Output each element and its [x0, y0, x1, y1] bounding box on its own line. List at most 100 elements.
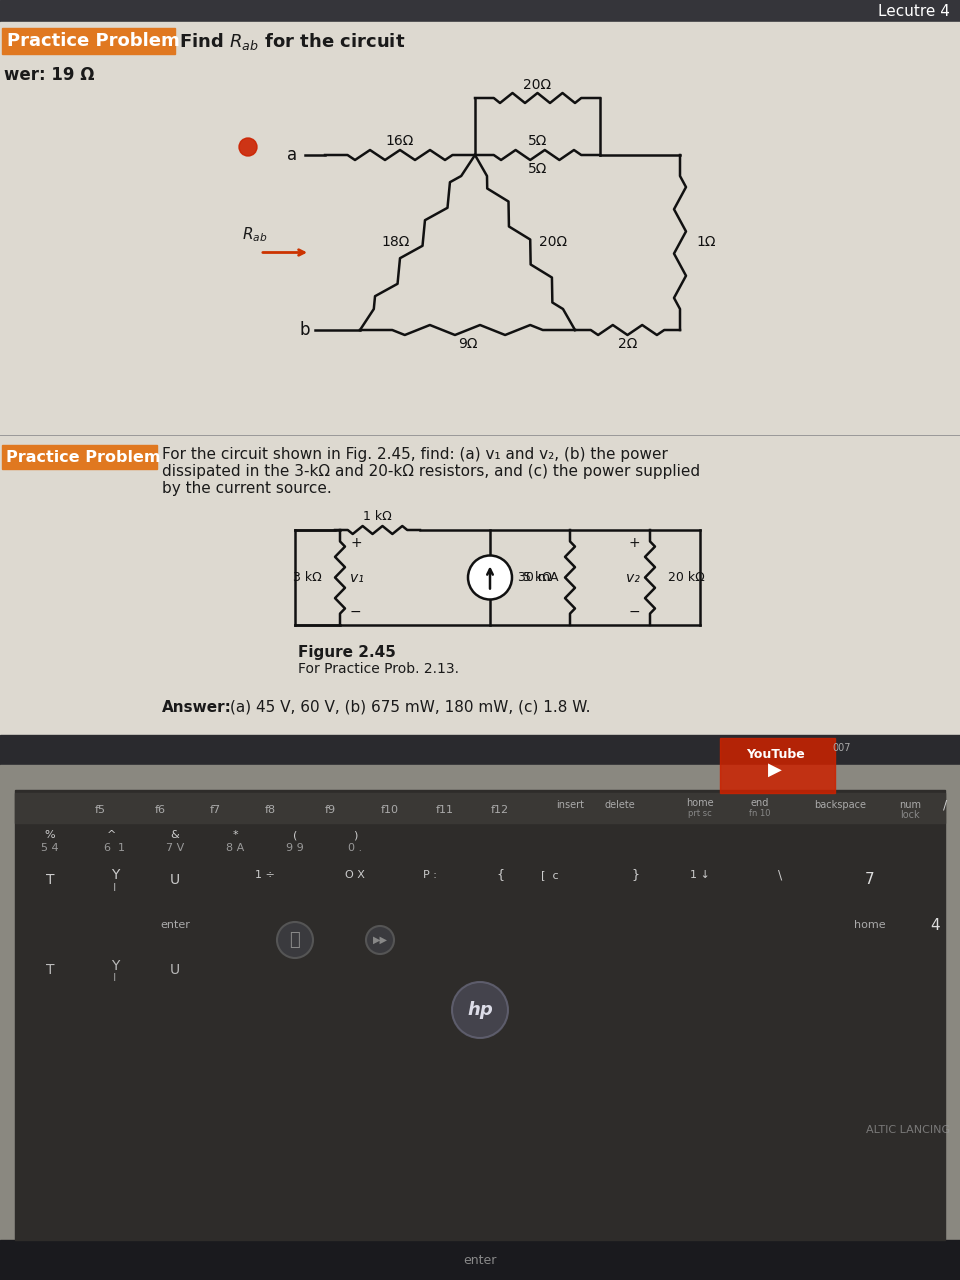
Text: fn 10: fn 10	[749, 809, 771, 818]
Text: 5Ω: 5Ω	[528, 134, 547, 148]
Circle shape	[277, 922, 313, 957]
Text: +: +	[350, 536, 362, 550]
Text: f8: f8	[264, 805, 276, 815]
Text: Lecutre 4: Lecutre 4	[878, 5, 950, 19]
Text: T: T	[46, 873, 55, 887]
Text: ): )	[353, 829, 357, 840]
Text: 7: 7	[865, 873, 875, 887]
Text: Practice Problem: Practice Problem	[6, 449, 160, 465]
Text: end: end	[751, 797, 769, 808]
Text: num: num	[899, 800, 921, 810]
Text: 5 4: 5 4	[41, 844, 59, 852]
Text: home: home	[854, 920, 886, 931]
Bar	[0, 735, 960, 765]
Bar	[0, 0, 960, 22]
Text: 1Ω: 1Ω	[696, 236, 715, 250]
Text: YouTube: YouTube	[746, 749, 804, 762]
Text: ▶▶: ▶▶	[372, 934, 388, 945]
Text: (a) 45 V, 60 V, (b) 675 mW, 180 mW, (c) 1.8 W.: (a) 45 V, 60 V, (b) 675 mW, 180 mW, (c) …	[230, 700, 590, 716]
Text: enter: enter	[464, 1253, 496, 1266]
Text: f5: f5	[94, 805, 106, 815]
Text: dissipated in the 3-kΩ and 20-kΩ resistors, and (c) the power supplied: dissipated in the 3-kΩ and 20-kΩ resisto…	[162, 463, 700, 479]
Text: wer: 19 Ω: wer: 19 Ω	[4, 67, 94, 84]
Text: b: b	[300, 321, 310, 339]
Text: %: %	[45, 829, 56, 840]
Text: insert: insert	[556, 800, 584, 810]
Text: P :: P :	[423, 870, 437, 881]
Text: 0 .: 0 .	[348, 844, 362, 852]
Circle shape	[468, 556, 512, 599]
Text: 16Ω: 16Ω	[386, 134, 414, 148]
Text: 1 kΩ: 1 kΩ	[363, 511, 392, 524]
Text: ^: ^	[107, 829, 123, 840]
Text: v₁: v₁	[350, 571, 364, 585]
Text: 30 mA: 30 mA	[518, 571, 559, 584]
Text: 9Ω: 9Ω	[458, 337, 477, 351]
Text: 18Ω: 18Ω	[381, 236, 410, 250]
Text: 20Ω: 20Ω	[523, 78, 552, 92]
Circle shape	[366, 925, 394, 954]
Text: ⏻: ⏻	[290, 931, 300, 948]
Text: ALTIC LANCING: ALTIC LANCING	[866, 1125, 950, 1135]
Text: }: }	[631, 869, 639, 882]
Text: lock: lock	[900, 810, 920, 820]
Text: Y: Y	[110, 868, 119, 882]
Bar	[0, 22, 960, 735]
Text: 2Ω: 2Ω	[618, 337, 637, 351]
Bar	[2, 28, 175, 54]
Text: {: {	[496, 869, 504, 882]
Bar	[720, 739, 835, 794]
Text: I: I	[113, 883, 116, 893]
Text: by the current source.: by the current source.	[162, 481, 332, 495]
Text: *: *	[232, 829, 238, 840]
Text: O X: O X	[345, 870, 365, 881]
Text: U: U	[170, 963, 180, 977]
Text: 5Ω: 5Ω	[528, 163, 547, 175]
Text: 3 kΩ: 3 kΩ	[293, 571, 322, 584]
Text: backspace: backspace	[814, 800, 866, 810]
Text: prt sc: prt sc	[688, 809, 712, 818]
Text: ▶: ▶	[768, 762, 782, 780]
Text: 7 V: 7 V	[166, 844, 184, 852]
Text: Find $\mathit{R}_{ab}$ for the circuit: Find $\mathit{R}_{ab}$ for the circuit	[179, 31, 405, 51]
Text: 8 A: 8 A	[226, 844, 244, 852]
Text: 1 ÷: 1 ÷	[255, 870, 275, 881]
Text: Practice Problem: Practice Problem	[7, 32, 180, 50]
Text: U: U	[170, 873, 180, 887]
Text: I: I	[113, 973, 116, 983]
Text: v₂: v₂	[626, 571, 640, 585]
Text: Figure 2.45: Figure 2.45	[298, 645, 396, 660]
Bar	[0, 765, 960, 1280]
Text: enter: enter	[160, 920, 190, 931]
Text: −: −	[350, 605, 362, 620]
Text: home: home	[686, 797, 714, 808]
Text: T: T	[46, 963, 55, 977]
Text: f6: f6	[155, 805, 165, 815]
Text: delete: delete	[605, 800, 636, 810]
Text: \: \	[778, 869, 782, 882]
Text: f9: f9	[324, 805, 336, 815]
Text: 1 ↓: 1 ↓	[690, 870, 710, 881]
Text: a: a	[287, 146, 297, 164]
Text: f12: f12	[491, 805, 509, 815]
Text: +: +	[629, 536, 640, 550]
Text: 20 kΩ: 20 kΩ	[668, 571, 705, 584]
Bar	[0, 1240, 960, 1280]
Text: f11: f11	[436, 805, 454, 815]
Text: $\mathit{R}_{ab}$: $\mathit{R}_{ab}$	[242, 225, 268, 244]
Text: 007: 007	[832, 742, 852, 753]
Text: Y: Y	[110, 959, 119, 973]
Text: (: (	[293, 829, 298, 840]
Text: 9 9: 9 9	[286, 844, 304, 852]
Text: &: &	[171, 829, 180, 840]
Text: −: −	[629, 605, 640, 620]
Text: f10: f10	[381, 805, 399, 815]
Bar	[15, 794, 945, 823]
Text: f7: f7	[209, 805, 221, 815]
Circle shape	[452, 982, 508, 1038]
Text: 20Ω: 20Ω	[539, 236, 567, 250]
Text: 6  1: 6 1	[105, 844, 126, 852]
Text: 5 kΩ: 5 kΩ	[523, 571, 552, 584]
Text: hp: hp	[468, 1001, 492, 1019]
Text: 4: 4	[930, 918, 940, 933]
